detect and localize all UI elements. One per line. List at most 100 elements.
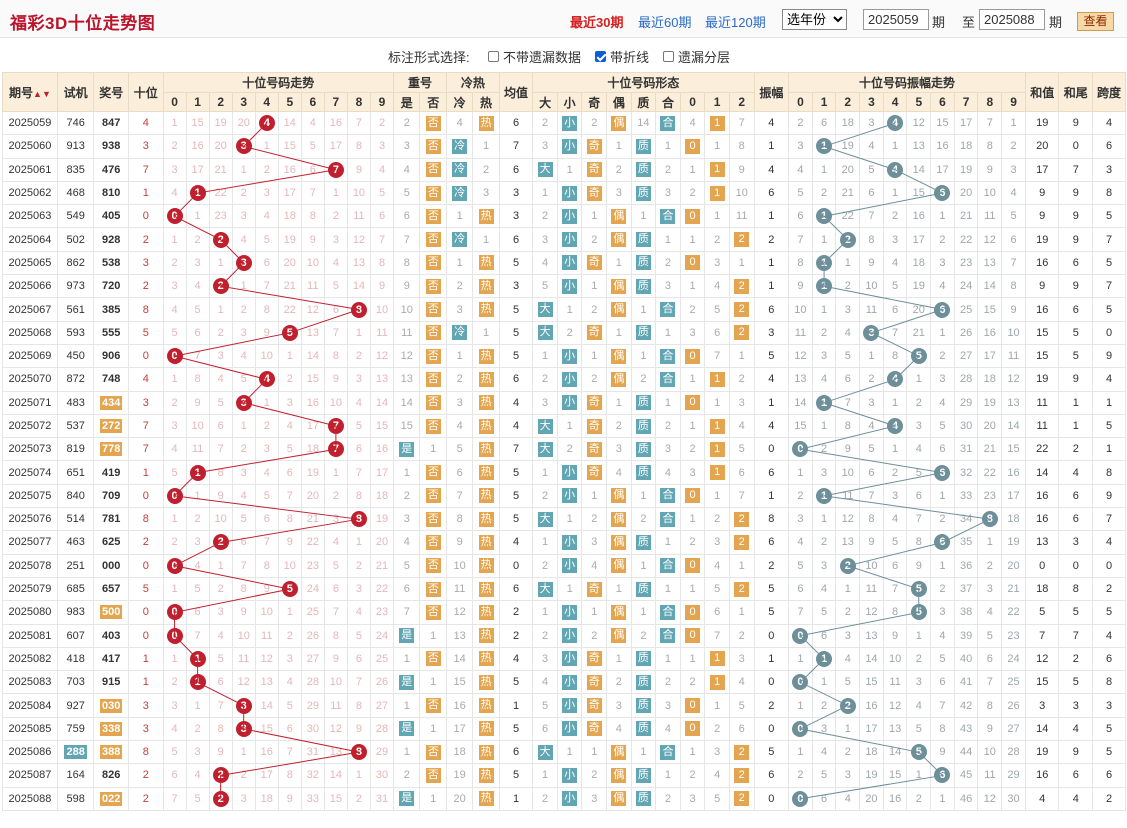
recent-30-link[interactable]: 最近30期 — [570, 15, 624, 30]
sort-arrows-icon[interactable]: ▲▼ — [33, 88, 51, 99]
trend-cell: 5 — [208, 390, 233, 415]
amp-trend-cell: 2 — [882, 460, 908, 485]
form-cell: 合 — [655, 367, 681, 392]
amp-trend-cell: 4 — [906, 437, 932, 462]
form-cell: 偶 — [606, 483, 632, 509]
option-no-omission[interactable]: 不带遗漏数据 — [488, 47, 581, 66]
avg-cell: 6 — [498, 227, 534, 252]
coldhot-cell: 热 — [472, 553, 500, 578]
trend-cell: 4 — [277, 413, 302, 439]
form-cell: 2 — [532, 553, 558, 578]
trend-cell: 0 — [162, 553, 187, 578]
form-cell: 奇 — [581, 460, 608, 485]
issue-cell: 2025069 — [2, 343, 58, 369]
amp-trend-cell: 4 — [835, 646, 861, 672]
checkbox-checked-icon[interactable] — [595, 51, 606, 62]
repeat-cell: 1 — [419, 623, 447, 648]
trend-cell: 20 — [369, 530, 395, 555]
mod3-cell: 1 — [728, 343, 755, 369]
trend-cell: 8 — [323, 343, 348, 369]
sum-cell: 14 — [1024, 716, 1060, 742]
jh-cell: 538 — [93, 250, 129, 276]
trend-cell: 7 — [323, 320, 348, 345]
view-button[interactable]: 查看 — [1077, 12, 1114, 31]
form-cell: 偶 — [606, 204, 632, 229]
coldhot-cell: 4 — [445, 110, 474, 136]
form-cell: 质 — [630, 763, 657, 788]
trend-cell: 3 — [231, 693, 256, 718]
recent-60-link[interactable]: 最近60期 — [638, 15, 692, 30]
trend-cell: 13 — [323, 740, 348, 765]
checkbox-icon[interactable] — [488, 51, 499, 62]
coldhot-tag: 冷 — [452, 325, 468, 341]
form-cell: 3 — [581, 530, 608, 555]
trend-cell: 2 — [231, 437, 256, 462]
amp-cell: 6 — [753, 297, 790, 322]
issue-cell: 2025071 — [2, 390, 58, 415]
repeat-cell: 否 — [419, 693, 447, 718]
sum-cell: 16 — [1024, 507, 1060, 532]
table-row: 2025068 593 555 5 5 6 2 3 9 5 13 7 1 11 11 否冷 1 5 大 2 奇 1 质 1 3 6… — [2, 320, 1126, 345]
trend-cell: 8 — [300, 204, 325, 229]
sj-header: 试机 — [56, 72, 95, 112]
option-omission-layer[interactable]: 遗漏分层 — [663, 47, 730, 66]
trend-ball: 2 — [212, 767, 229, 784]
trend-ball: 4 — [258, 371, 275, 388]
option-polyline[interactable]: 带折线 — [595, 47, 649, 66]
trend-cell: 2 — [185, 507, 210, 532]
amp-trend-cell: 1 — [930, 204, 955, 229]
amp-trend-cell: 33 — [953, 483, 979, 509]
repeat-header: 重号 — [393, 72, 447, 93]
amp-trend-cell: 30 — [1001, 786, 1026, 811]
table-row: 2025060 913 938 3 2 16 20 3 1 15 5 17 8 3 3 否冷 1 7 3 小奇 1 质 1 0… — [2, 134, 1126, 159]
amp-trend-cell: 15 — [882, 763, 908, 788]
mod3-cell: 2 — [728, 227, 755, 252]
trend-cell: 13 — [300, 320, 325, 345]
jh-cell: 709 — [93, 483, 129, 509]
form-tag: 小 — [562, 604, 578, 620]
trend-cell: 17 — [277, 180, 302, 206]
trend-cell: 6 — [323, 297, 348, 322]
span-cell: 0 — [1092, 320, 1126, 345]
trend-cell: 3 — [231, 204, 256, 229]
form-cell: 小 — [556, 390, 583, 415]
trend-digit-header: 9 — [369, 92, 395, 112]
from-issue-input[interactable] — [863, 9, 929, 30]
checkbox-icon[interactable] — [663, 51, 674, 62]
mod3-cell: 1 — [679, 274, 706, 299]
form-cell: 大 — [532, 576, 558, 602]
form-cell: 偶 — [606, 367, 632, 392]
form-cell: 4 — [655, 716, 681, 742]
form-cell: 1 — [655, 390, 681, 415]
avg-cell: 2 — [498, 623, 534, 648]
sj-cell: 598 — [56, 786, 95, 811]
mod3-tag: 1 — [709, 441, 725, 457]
coldhot-tag: 冷 — [452, 185, 468, 201]
form-cell: 1 — [581, 600, 608, 625]
table-row: 2025087 164 826 2 6 4 2 2 17 8 32 14 1 30 2 否 19 热 5 1 小 2 偶质 1… — [2, 763, 1126, 788]
trend-cell: 4 — [254, 204, 279, 229]
to-issue-input[interactable] — [979, 9, 1045, 30]
form-cell: 3 — [606, 693, 632, 718]
year-select[interactable]: 选年份 — [782, 9, 847, 30]
sum-cell: 15 — [1024, 343, 1060, 369]
coldhot-cell: 热 — [472, 576, 500, 602]
trend-cell: 0 — [162, 623, 187, 648]
amp-trend-cell: 6 — [859, 180, 884, 206]
avg-cell: 6 — [498, 740, 534, 765]
form-tag: 偶 — [611, 534, 627, 550]
amp-ball: 4 — [887, 371, 904, 388]
table-row: 2025075 840 709 0 0 1 9 4 5 7 20 2 8 18 2 否 7 热 5 2 小 1 偶 1 合 0 1 7… — [2, 483, 1126, 509]
mod3-cell: 1 — [704, 390, 730, 415]
sum-cell: 16 — [1024, 763, 1060, 788]
top-bar: 福彩3D十位走势图 最近30期 最近60期 最近120期 选年份 期 至 期 查… — [0, 0, 1127, 38]
issue-header[interactable]: 期号▲▼ — [2, 72, 58, 112]
amp-trend-cell: 4 — [811, 576, 837, 602]
amp-trend-cell: 35 — [953, 530, 979, 555]
form-cell: 1 — [655, 530, 681, 555]
trend-cell: 11 — [323, 693, 348, 718]
tail-cell: 6 — [1058, 297, 1094, 322]
recent-120-link[interactable]: 最近120期 — [705, 15, 766, 30]
amp-trend-cell: 3 — [930, 250, 955, 276]
